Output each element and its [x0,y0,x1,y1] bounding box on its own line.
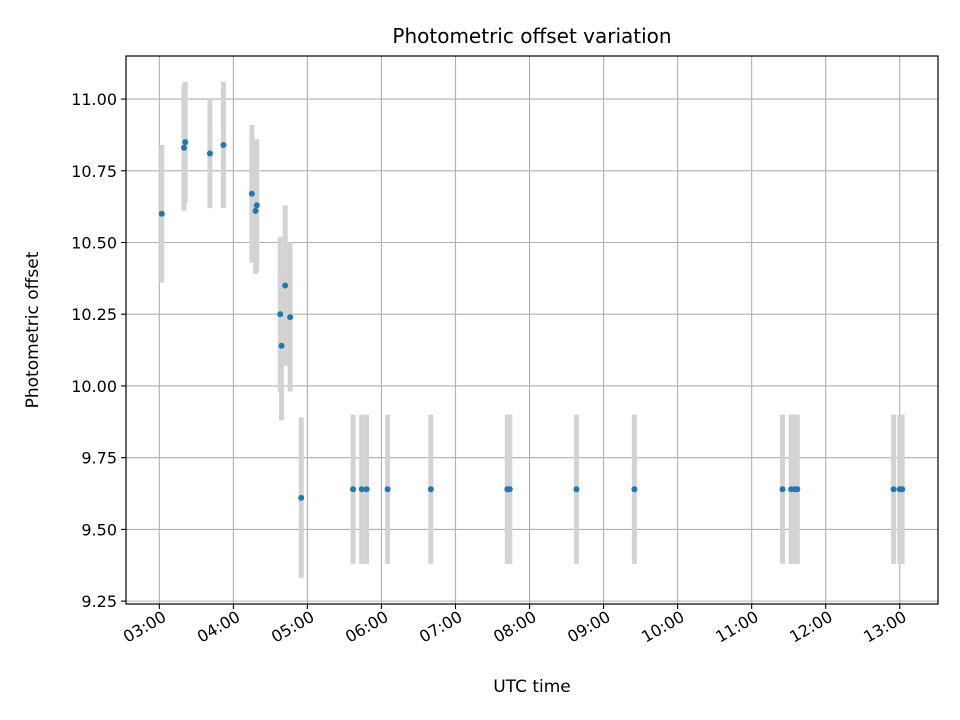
data-point [631,486,638,493]
y-tick-label: 10.50 [71,233,117,252]
x-tick-label: 03:00 [120,607,169,647]
y-tick-label: 9.50 [81,520,117,539]
y-tick-label: 10.00 [71,377,117,396]
data-point [573,486,580,493]
data-point [253,202,260,209]
y-axis-ticks: 9.25 9.50 9.75 10.00 10.25 10.50 10.75 11.00 [71,90,126,611]
x-tick-label: 05:00 [268,607,317,647]
data-point [278,342,285,349]
data-point [794,486,801,493]
data-point [358,486,365,493]
data-points [158,139,906,501]
data-point [182,139,189,146]
data-point [220,141,227,148]
x-tick-label: 11:00 [712,607,761,647]
y-tick-label: 10.25 [71,305,117,324]
data-point [779,486,786,493]
plot-area-frame [125,55,939,605]
y-tick-label: 9.25 [81,592,117,611]
x-tick-label: 06:00 [342,607,391,647]
chart-title: Photometric offset variation [392,24,671,48]
error-bars [159,81,905,579]
x-tick-label: 08:00 [490,607,539,647]
data-point [899,486,906,493]
x-tick-label: 12:00 [786,607,835,647]
data-point [890,486,897,493]
x-axis-ticks: 03:00 04:00 05:00 06:00 07:00 08:00 09:00 10:00… [120,604,910,647]
data-point [158,210,165,217]
data-point [181,144,187,151]
data-point [282,282,289,289]
data-point [252,207,259,214]
data-point [277,311,284,318]
x-tick-label: 10:00 [638,607,687,647]
x-tick-label: 13:00 [860,607,909,647]
x-tick-label: 04:00 [194,607,243,647]
data-point [248,190,255,197]
data-point [298,494,305,501]
data-point [427,486,434,493]
y-tick-label: 10.75 [71,162,117,181]
data-point [206,150,213,157]
y-tick-label: 11.00 [71,90,117,109]
x-axis-label: UTC time [493,677,571,697]
data-point [287,314,294,321]
y-tick-label: 9.75 [81,449,117,468]
y-axis-label: Photometric offset [23,251,43,408]
data-point [363,486,370,493]
x-tick-label: 09:00 [564,607,613,647]
data-point [384,486,391,493]
data-point [506,486,513,493]
grid [126,56,938,604]
x-tick-label: 07:00 [416,607,465,647]
data-point [350,486,357,493]
